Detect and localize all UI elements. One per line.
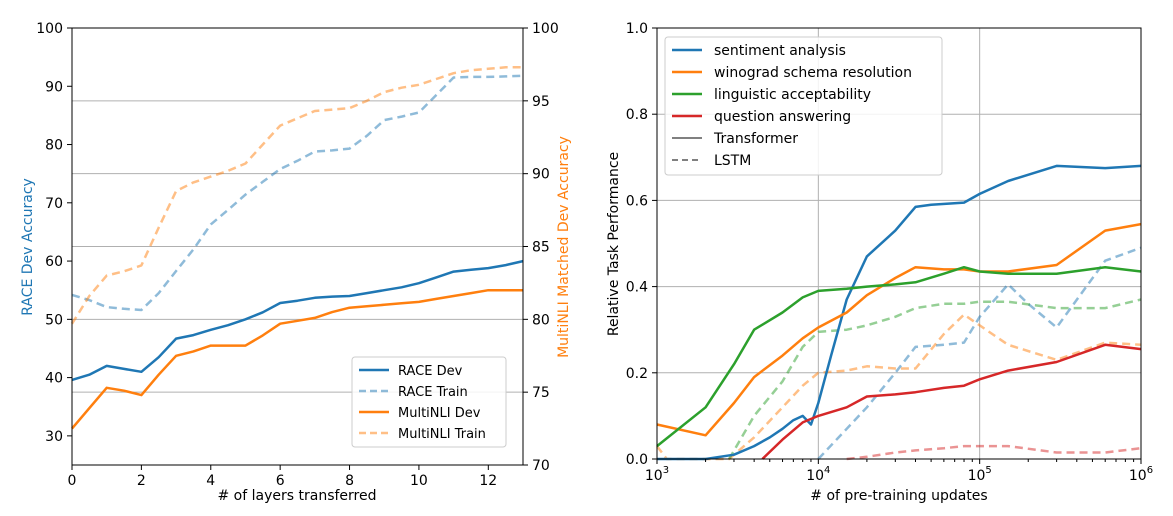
legend-label-lstm: LSTM bbox=[714, 153, 751, 169]
left-y2-axis-label: MultiNLI Matched Dev Accuracy bbox=[556, 136, 572, 358]
right-plot-frame bbox=[656, 27, 1142, 460]
right-y-tick-label: 0.4 bbox=[626, 280, 648, 296]
legend-label-winograd: winograd schema resolution bbox=[714, 65, 912, 81]
left-y-tick-label: 100 bbox=[36, 21, 63, 37]
left-legend-box bbox=[351, 356, 507, 448]
right-y-tick-label: 0.0 bbox=[626, 452, 648, 468]
right-legend: sentiment analysis winograd schema resol… bbox=[664, 36, 943, 176]
right-y-tick-label: 0.8 bbox=[626, 107, 648, 123]
right-y-ticks: 0.0 0.2 0.4 0.6 0.8 1.0 bbox=[626, 21, 657, 468]
left-legend: RACE Dev RACE Train MultiNLI Dev MultiNL… bbox=[351, 356, 507, 448]
legend-label-linguistic: linguistic acceptability bbox=[714, 87, 871, 103]
left-x-tick-label: 8 bbox=[345, 473, 354, 489]
series-line-question-answering-lstm bbox=[846, 444, 1142, 461]
right-chart: 103 104 105 106 0.0 0.2 0.4 0.6 0.8 1.0 # of pre… bbox=[606, 21, 1153, 504]
left-x-tick-label: 6 bbox=[276, 473, 285, 489]
left-x-axis-label: # of layers transferred bbox=[218, 488, 377, 504]
left-y-tick-label: 60 bbox=[45, 254, 63, 270]
series-line-multinli-train bbox=[70, 66, 523, 325]
legend-label-multinli-train: MultiNLI Train bbox=[398, 427, 486, 442]
legend-label-multinli-dev: MultiNLI Dev bbox=[398, 406, 481, 421]
legend-label-race-dev: RACE Dev bbox=[398, 364, 463, 379]
right-x-ticks: 103 104 105 106 bbox=[645, 459, 1153, 484]
left-y-ticks: 30 40 50 60 70 80 90 100 bbox=[36, 21, 72, 445]
right-y-tick-label: 1.0 bbox=[626, 21, 648, 37]
legend-label-sentiment: sentiment analysis bbox=[714, 43, 846, 59]
left-y2-ticks: 70 75 80 85 90 95 100 bbox=[523, 21, 559, 474]
right-y-tick-label: 0.6 bbox=[626, 193, 648, 209]
left-y2-tick-label: 80 bbox=[532, 312, 550, 328]
left-y-axis-label: RACE Dev Accuracy bbox=[20, 178, 36, 316]
left-x-tick-label: 10 bbox=[410, 473, 428, 489]
right-x-axis-label: # of pre-training updates bbox=[810, 488, 987, 504]
series-line-winograd-schema-resolution-transformer bbox=[656, 222, 1142, 437]
right-x-tick-label: 103 bbox=[645, 465, 669, 484]
left-chart: 0 2 4 6 8 10 12 30 40 50 60 70 80 90 100 70 75 80 85 90 95… bbox=[20, 21, 572, 504]
left-x-tick-label: 2 bbox=[137, 473, 146, 489]
left-y2-tick-label: 90 bbox=[532, 167, 550, 183]
left-x-tick-label: 4 bbox=[206, 473, 215, 489]
left-y-tick-label: 30 bbox=[45, 429, 63, 445]
left-x-tick-label: 12 bbox=[479, 473, 497, 489]
right-y-axis-label: Relative Task Performance bbox=[606, 152, 622, 336]
left-y-tick-label: 50 bbox=[45, 312, 63, 328]
right-y-tick-label: 0.2 bbox=[626, 366, 648, 382]
legend-label-race-train: RACE Train bbox=[398, 385, 468, 400]
left-y-tick-label: 90 bbox=[45, 79, 63, 95]
right-legend-box bbox=[664, 36, 943, 176]
series-line-sentiment-analysis-transformer bbox=[657, 164, 1142, 461]
left-y2-tick-label: 100 bbox=[532, 21, 559, 37]
legend-label-qa: question answering bbox=[714, 109, 851, 125]
series-line-race-dev bbox=[71, 259, 524, 382]
left-y2-tick-label: 75 bbox=[532, 385, 550, 401]
legend-label-transformer: Transformer bbox=[713, 131, 798, 147]
left-y2-tick-label: 70 bbox=[532, 458, 550, 474]
left-x-tick-label: 0 bbox=[68, 473, 77, 489]
series-line-multinli-dev bbox=[71, 288, 523, 430]
right-x-tick-label: 105 bbox=[968, 465, 992, 484]
right-x-tick-label: 106 bbox=[1129, 465, 1153, 484]
series-line-linguistic-acceptability-transformer bbox=[656, 265, 1142, 448]
left-series-lines bbox=[70, 66, 524, 430]
series-line-race-train bbox=[71, 74, 524, 312]
right-series-lines bbox=[656, 164, 1142, 461]
series-line-winograd-schema-resolution-lstm bbox=[656, 313, 1142, 461]
left-x-ticks: 0 2 4 6 8 10 12 bbox=[68, 465, 497, 489]
left-y-tick-label: 70 bbox=[45, 196, 63, 212]
left-y2-tick-label: 95 bbox=[532, 94, 550, 110]
series-line-linguistic-acceptability-lstm bbox=[728, 298, 1142, 460]
right-x-tick-label: 104 bbox=[806, 465, 830, 484]
series-line-sentiment-analysis-lstm bbox=[817, 246, 1142, 460]
left-y-tick-label: 40 bbox=[45, 371, 63, 387]
left-y-tick-label: 80 bbox=[45, 138, 63, 154]
left-y2-tick-label: 85 bbox=[532, 240, 550, 256]
series-line-question-answering-transformer bbox=[761, 343, 1142, 460]
